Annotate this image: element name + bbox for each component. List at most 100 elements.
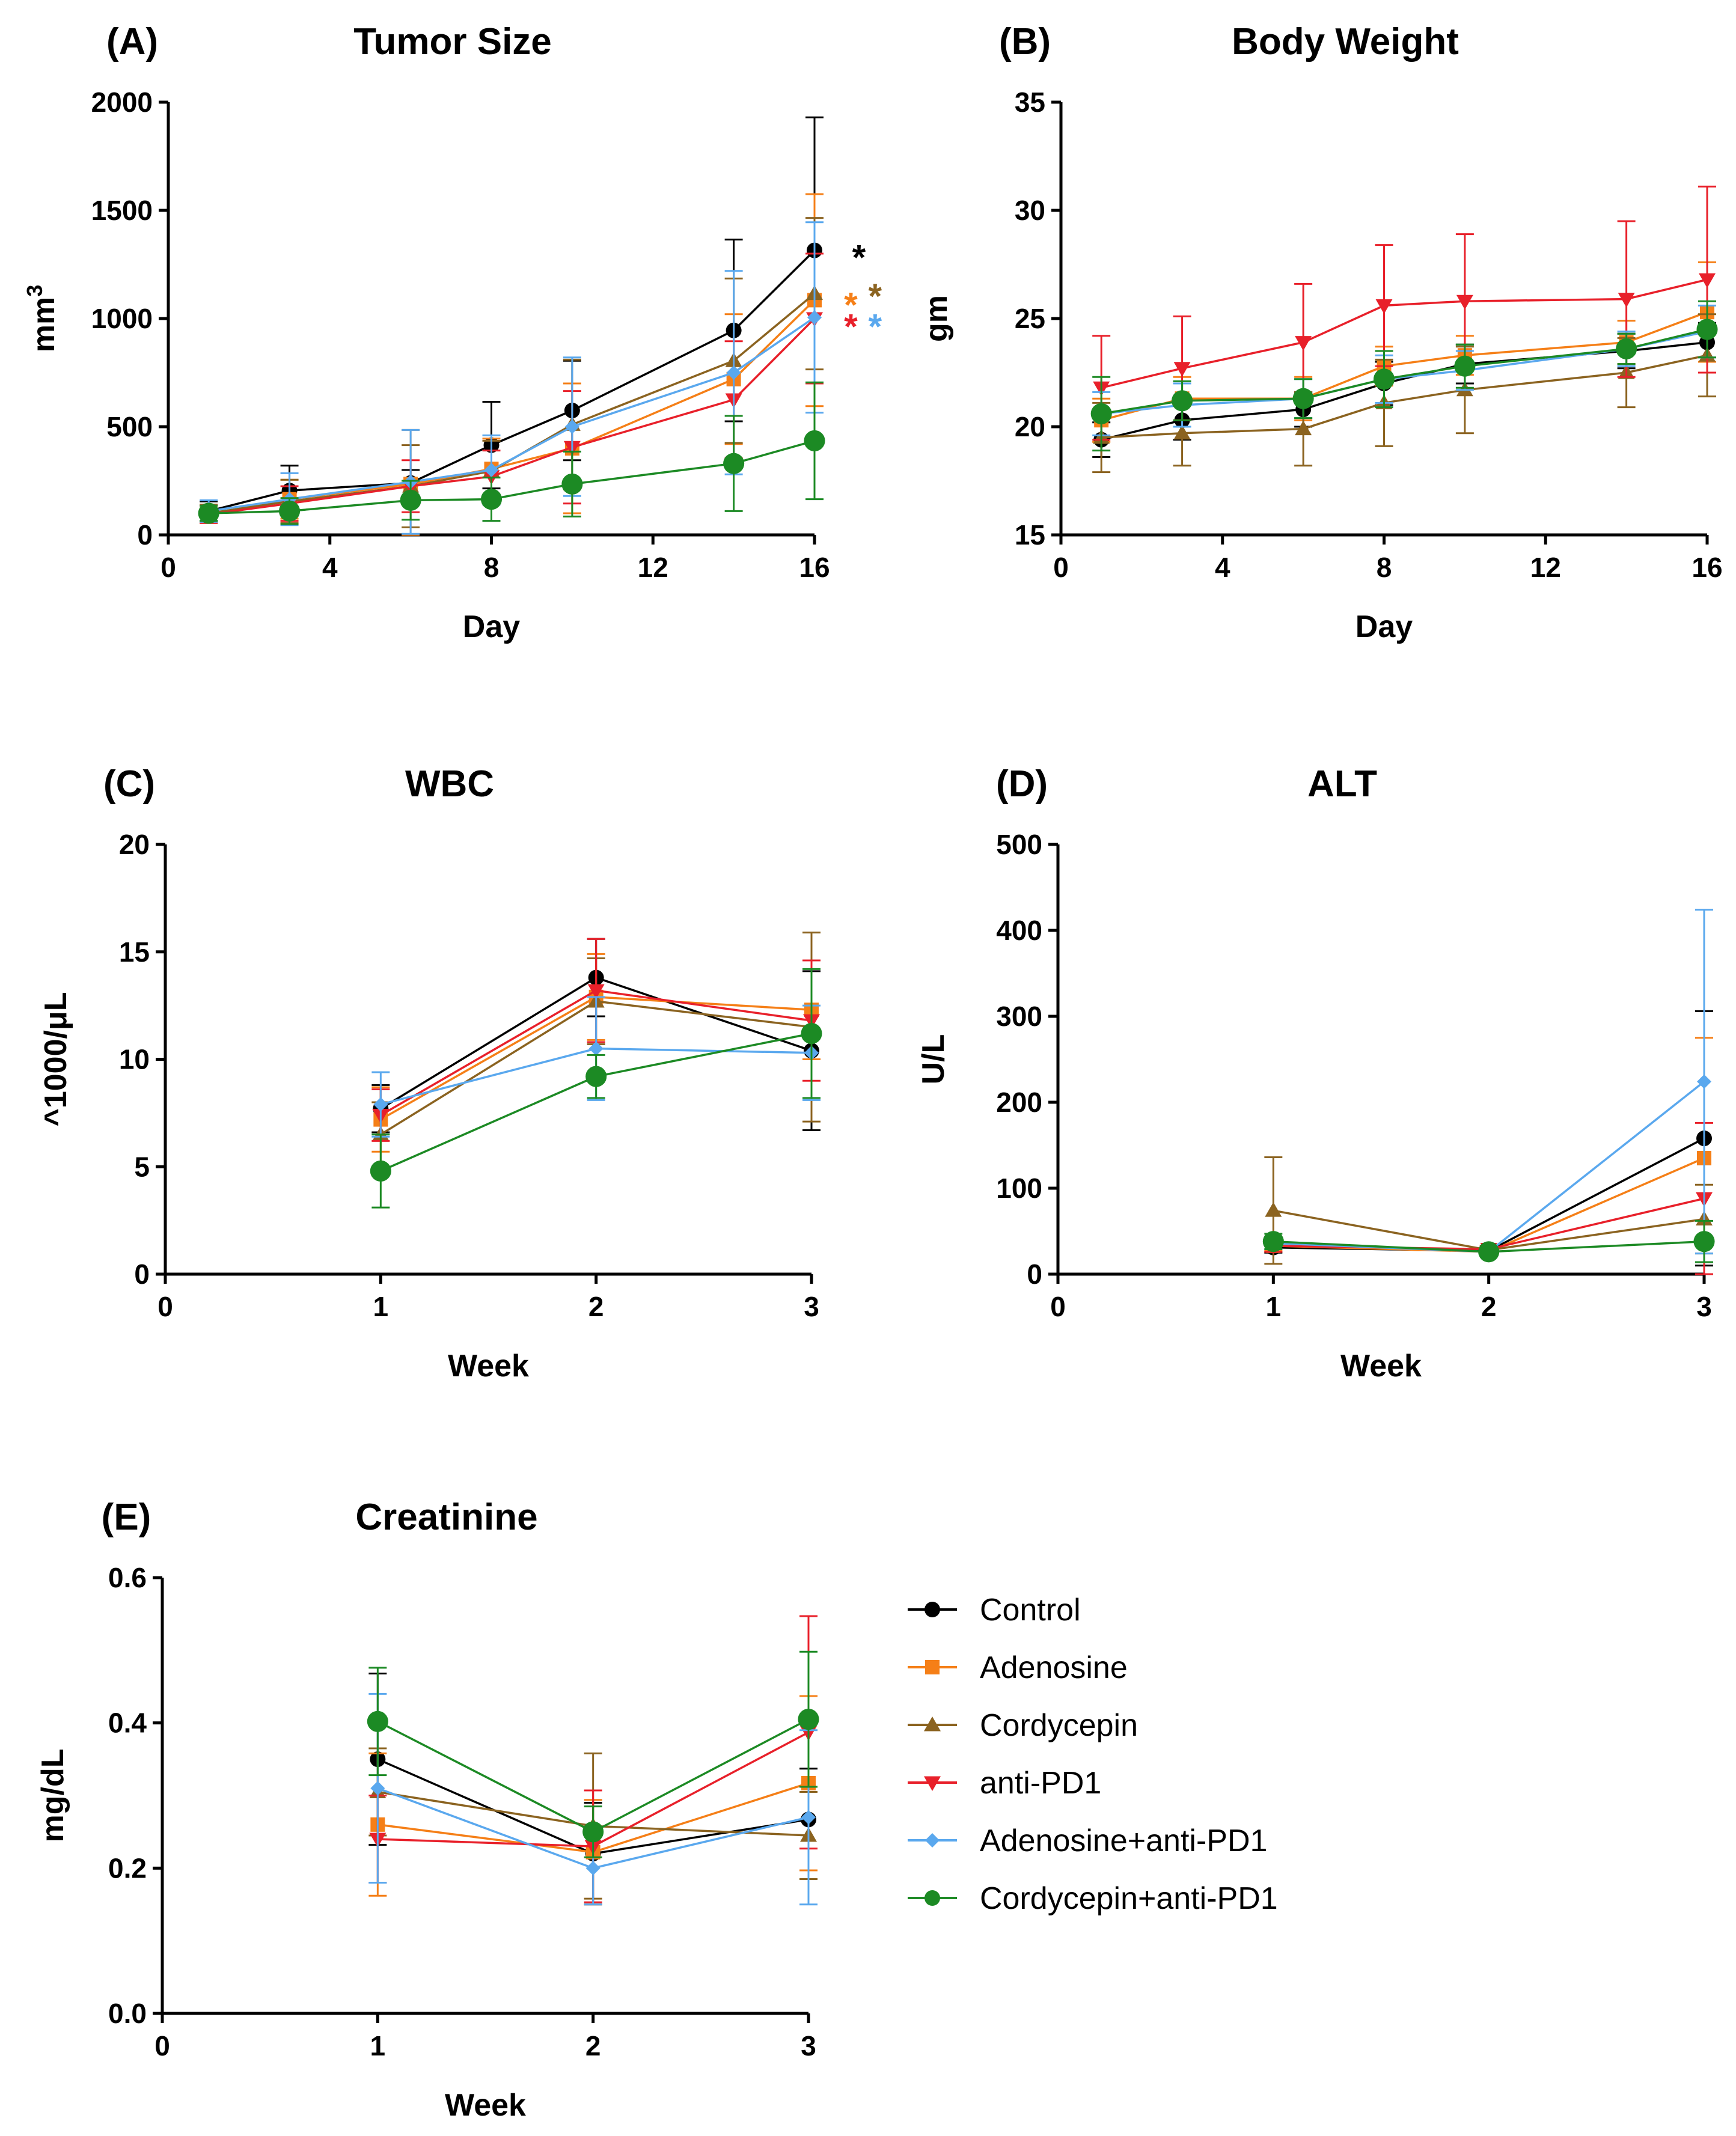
legend-marker [925, 1602, 940, 1617]
chart-title: Body Weight [1232, 21, 1459, 63]
x-tick-label: 8 [1377, 552, 1392, 583]
y-axis-label-superscript: 3 [22, 285, 47, 297]
legend-marker [925, 1890, 940, 1906]
x-axis-label: Day [1355, 609, 1413, 644]
legend-label: Control [980, 1593, 1081, 1628]
data-point [1618, 293, 1635, 308]
x-tick-label: 4 [1215, 552, 1230, 583]
y-tick-label: 35 [1015, 87, 1045, 118]
series-cordycepin-anti-pd1 [370, 968, 822, 1209]
y-tick-label: 20 [1015, 411, 1045, 442]
y-tick-label: 200 [996, 1087, 1042, 1118]
series-cordycepin-anti-pd1 [1090, 300, 1718, 452]
data-point [198, 502, 219, 524]
y-tick-label: 500 [996, 829, 1042, 860]
data-point [801, 1023, 822, 1045]
data-point [279, 500, 301, 522]
data-point [1693, 1231, 1715, 1253]
y-axis-label: gm [919, 295, 954, 342]
data-point [1697, 1074, 1711, 1089]
series-anti-pd1 [200, 252, 824, 524]
y-tick-label: 30 [1015, 195, 1045, 226]
data-point [400, 489, 421, 511]
data-point [370, 1160, 391, 1182]
data-point [1295, 420, 1312, 436]
data-point [798, 1709, 819, 1730]
legend-marker [924, 1776, 941, 1791]
data-point [1173, 362, 1191, 377]
chart-title: Creatinine [355, 1497, 537, 1538]
data-point [1696, 319, 1718, 340]
data-point [1456, 294, 1473, 310]
legend-item: Adenosine [908, 1650, 1128, 1685]
x-tick-label: 3 [1696, 1291, 1712, 1322]
y-tick-label: 100 [996, 1173, 1042, 1204]
y-tick-label: 15 [119, 936, 150, 968]
significance-marker: * [844, 286, 858, 325]
series-line [208, 249, 816, 513]
y-axis-label: U/L [916, 1034, 951, 1085]
series-line [1101, 354, 1708, 439]
y-tick-label: 2000 [91, 87, 153, 118]
data-point [484, 463, 499, 477]
y-tick-label: 10 [119, 1044, 150, 1075]
x-tick-label: 0 [1053, 552, 1069, 583]
legend-marker [924, 1716, 941, 1732]
x-tick-label: 12 [638, 552, 668, 583]
y-tick-label: 0 [137, 519, 153, 551]
x-tick-label: 16 [1692, 552, 1722, 583]
series-line [1273, 1081, 1705, 1253]
series-cordycepin-anti-pd1 [198, 381, 825, 525]
x-tick-label: 0 [160, 552, 176, 583]
chart-panel-e: (E) Creatinine 0.0 0.2 0.4 0.6 0 1 2 3 Week mg/dL [35, 1497, 819, 2123]
y-tick-label: 5 [134, 1151, 150, 1182]
y-tick-label: 0 [1027, 1259, 1042, 1290]
data-point [561, 473, 583, 495]
series-line [208, 316, 815, 513]
legend-marker [925, 1660, 940, 1674]
x-tick-label: 0 [157, 1291, 173, 1322]
series-adenosine-anti-pd1 [1264, 909, 1713, 1259]
data-point [370, 1781, 385, 1796]
x-tick-label: 12 [1530, 552, 1561, 583]
data-point [1292, 388, 1314, 409]
legend-label: Cordycepin+anti-PD1 [980, 1881, 1278, 1916]
y-tick-label: 400 [996, 915, 1042, 946]
data-point [1262, 1231, 1284, 1253]
series-line [208, 299, 816, 516]
data-point [1265, 1202, 1282, 1217]
y-tick-label: 1500 [91, 195, 153, 226]
x-tick-label: 1 [373, 1291, 389, 1322]
legend-label: Adenosine [980, 1650, 1128, 1685]
x-tick-label: 2 [585, 2030, 601, 2061]
data-point [1173, 424, 1191, 440]
y-tick-label: 0.0 [108, 1998, 147, 2029]
panel-letter: (D) [996, 763, 1048, 805]
significance-marker: * [844, 308, 858, 347]
x-tick-label: 0 [1050, 1291, 1066, 1322]
legend-item: Cordycepin+anti-PD1 [908, 1881, 1278, 1916]
chart-panel-a: (A) Tumor Size 0 500 1000 1500 2000 0 4 8 12 16 Day m… [22, 21, 882, 644]
data-point [588, 1041, 604, 1056]
data-point [1375, 299, 1393, 314]
data-point [723, 453, 745, 474]
data-point [480, 489, 503, 510]
y-tick-label: 20 [119, 829, 150, 860]
series-line [208, 317, 816, 516]
legend-item: anti-PD1 [908, 1766, 1101, 1801]
legend-label: anti-PD1 [980, 1766, 1101, 1801]
x-tick-label: 16 [799, 552, 830, 583]
series-adenosine [1264, 1037, 1713, 1275]
data-point [1454, 355, 1476, 377]
y-tick-label: 25 [1015, 303, 1045, 334]
chart-title: ALT [1307, 763, 1377, 805]
legend-item: Adenosine+anti-PD1 [908, 1823, 1267, 1858]
y-tick-label: 0.6 [108, 1562, 147, 1593]
data-point [564, 420, 579, 434]
panel-letter: (C) [103, 763, 155, 805]
series-cordycepin-anti-pd1 [367, 1650, 819, 1858]
data-point [1295, 336, 1312, 351]
significance-marker: * [852, 238, 866, 277]
data-point [1616, 338, 1637, 359]
data-point [807, 310, 822, 325]
